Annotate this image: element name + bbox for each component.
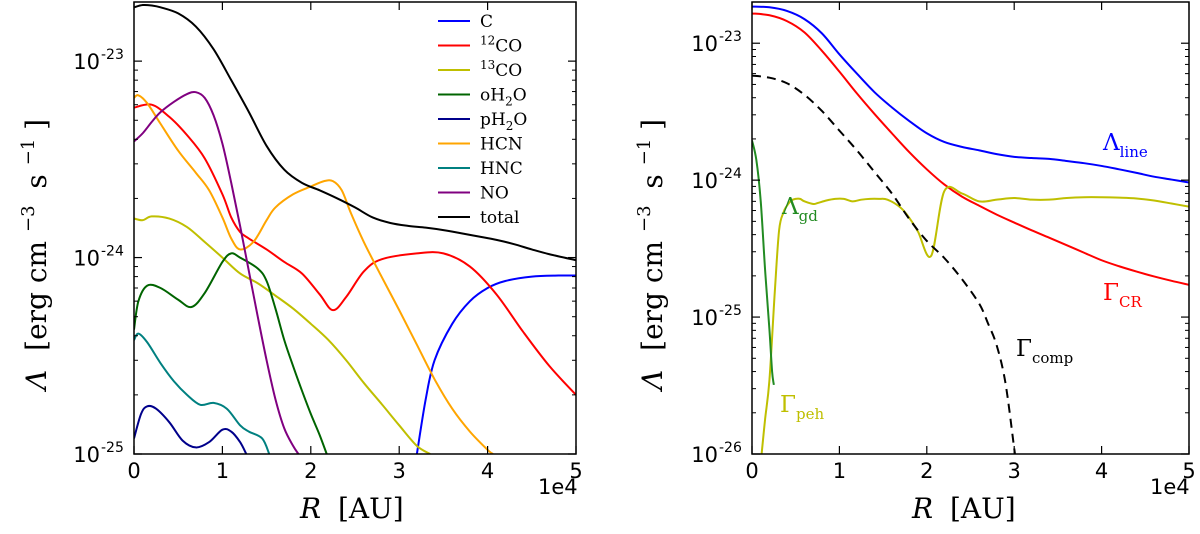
label-gamma-cr: ΓCR (1103, 280, 1142, 311)
left-y-tick-label: 10 (73, 443, 100, 467)
left-y-tick-label: 10 (73, 50, 100, 74)
left-y-tick-exponent: -25 (101, 440, 124, 456)
right-series--cr (752, 12, 1189, 286)
left-x-tick-label: 0 (127, 459, 140, 483)
legend-label-12co: 12CO (480, 34, 522, 57)
label-lambda-line: Λline (1102, 130, 1148, 161)
left-x-axis-label: R [AU] (299, 492, 404, 525)
right-y-tick-exponent: -23 (719, 29, 742, 45)
right-y-tick-label: 10 (691, 306, 718, 330)
legend-label-hcn: HCN (480, 135, 523, 155)
right-x-tick-label: 5 (1182, 459, 1195, 483)
left-curves (134, 3, 576, 454)
right-plot-frame (751, 1, 1190, 455)
left-x-tick-label: 3 (393, 459, 406, 483)
left-series-hcn (134, 94, 494, 454)
left-series-ph2o (134, 404, 248, 454)
right-y-tick-label: 10 (691, 32, 718, 56)
legend-label-ph2o: pH2O (480, 110, 527, 133)
legend-label-13co: 13CO (480, 58, 522, 81)
legend-label-total: total (480, 208, 519, 228)
legend-label-c: C (480, 12, 493, 32)
legend-label-hnc: HNC (480, 159, 523, 179)
right-x-tick-label: 1 (833, 459, 846, 483)
left-x-tick-label: 4 (481, 459, 494, 483)
left-series-13co (134, 215, 431, 454)
left-x-tick-label: 5 (569, 459, 582, 483)
label-gamma-peh: Γpeh (780, 392, 824, 423)
label-gamma-comp: Γcomp (1016, 336, 1073, 367)
left-series-no (134, 90, 300, 454)
left-y-tick-label: 10 (73, 247, 100, 271)
left-series-c (415, 274, 576, 454)
right-series--gd (752, 140, 775, 385)
right-x-tick-label: 0 (745, 459, 758, 483)
right-x-tick-label: 2 (920, 459, 933, 483)
label-lambda-gd: Λgd (781, 194, 818, 225)
right-x-offset-label: 1e4 (1150, 475, 1190, 499)
left-x-tick-label: 1 (216, 459, 229, 483)
left-y-axis-label: Λ [erg cm −3 s −1 ] (8, 119, 53, 393)
legend-label-oh2o: oH2O (480, 86, 527, 109)
right-y-axis-label: Λ [erg cm −3 s −1 ] (624, 119, 669, 393)
right-series--comp (752, 74, 1017, 454)
right-y-tick-exponent: -26 (719, 440, 742, 456)
right-y-tick-label: 10 (691, 443, 718, 467)
left-series-12co (134, 103, 576, 396)
left-y-tick-exponent: -23 (101, 47, 124, 63)
left-x-tick-label: 2 (304, 459, 317, 483)
right-x-axis-label: R [AU] (911, 492, 1016, 525)
right-series--line (752, 5, 1189, 184)
right-y-tick-label: 10 (691, 169, 718, 193)
right-y-tick-exponent: -24 (719, 166, 742, 182)
left-series-total (134, 3, 576, 262)
left-series-oh2o (134, 252, 328, 454)
left-y-tick-exponent: -24 (101, 244, 124, 260)
right-x-tick-label: 4 (1095, 459, 1108, 483)
left-series-hnc (134, 332, 271, 454)
left-x-offset-label: 1e4 (538, 475, 578, 499)
right-x-tick-label: 3 (1008, 459, 1021, 483)
legend-label-no: NO (480, 184, 509, 204)
right-series--peh (760, 185, 1189, 454)
left-plot-frame (133, 1, 577, 455)
right-curves (752, 5, 1189, 454)
right-y-tick-exponent: -25 (719, 303, 742, 319)
